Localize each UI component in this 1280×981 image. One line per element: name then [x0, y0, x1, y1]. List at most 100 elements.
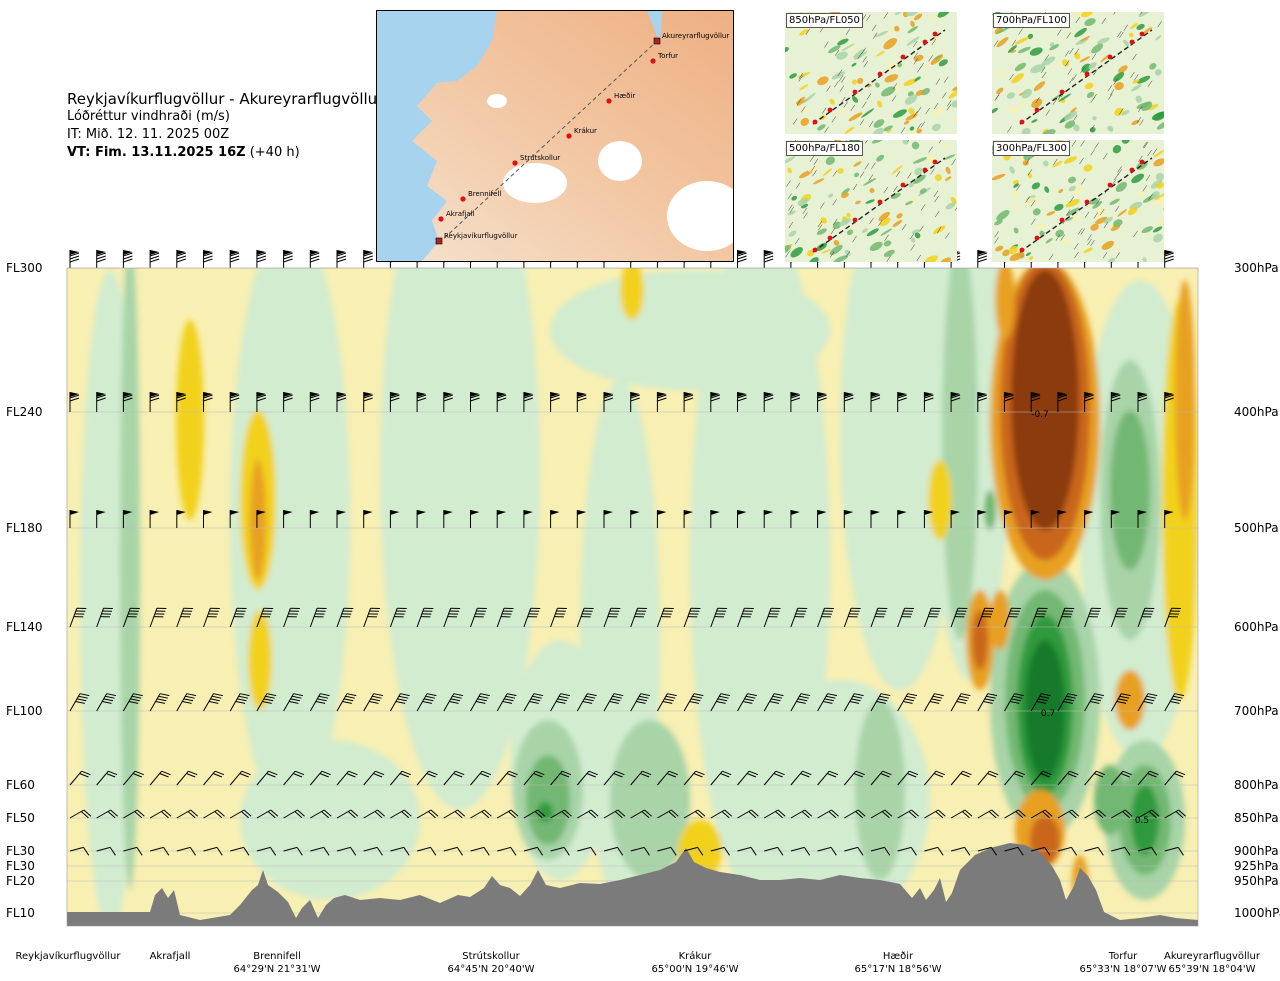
wind-barb — [176, 770, 198, 786]
contour-blob — [928, 460, 952, 540]
wind-barb — [336, 250, 347, 268]
wind-barb — [737, 770, 759, 786]
wind-barb — [656, 392, 667, 412]
route-line — [438, 40, 658, 244]
wind-barb — [1030, 770, 1052, 786]
wind-barb — [122, 607, 140, 628]
wind-barb — [950, 392, 961, 412]
location-label: Hæðir 65°17'N 18°56'W — [838, 950, 958, 976]
wind-barb — [897, 392, 907, 412]
wind-barb — [790, 392, 801, 412]
wind-barb — [1031, 846, 1051, 856]
wind-barb — [390, 809, 412, 819]
route-map-drawing: Akureyrarflugvöllur Torfur Hæðir Krákur Strú… — [377, 11, 733, 261]
wind-barb — [843, 693, 864, 712]
wind-barb — [550, 770, 572, 786]
wind-barb — [1057, 770, 1079, 786]
wind-barb — [977, 770, 999, 786]
wind-barb — [523, 809, 546, 819]
wind-barb — [977, 392, 987, 412]
airport-marker — [653, 37, 661, 45]
wind-barb — [1164, 770, 1186, 786]
wind-barb — [363, 809, 385, 819]
wind-barb — [496, 392, 507, 412]
wind-barb — [710, 693, 731, 712]
wind-barb — [122, 250, 133, 268]
wind-barb — [176, 809, 199, 819]
wind-barb — [283, 250, 293, 268]
wind-barb — [1164, 510, 1174, 528]
wind-barb — [1164, 392, 1174, 412]
location-label: Akrafjall — [110, 950, 230, 963]
contour-blob — [380, 268, 540, 810]
wind-barb — [550, 392, 560, 412]
wind-barbs — [69, 392, 1186, 856]
valid-time-offset: (+40 h) — [249, 145, 300, 160]
wind-barb — [256, 846, 277, 856]
contour-blob — [240, 740, 420, 900]
location-coordinate: 64°29'N 21°31'W — [233, 964, 321, 975]
wind-barb — [790, 510, 800, 528]
wind-barb — [203, 510, 213, 528]
wind-barb — [950, 846, 971, 856]
wind-barb — [576, 510, 587, 528]
waypoint-marker — [606, 98, 612, 104]
wind-barb — [122, 693, 143, 712]
wind-barb — [229, 770, 251, 786]
contour-value-label: 0.7 — [1041, 709, 1055, 719]
wind-barb — [897, 846, 917, 856]
map-glacier-1 — [503, 163, 567, 203]
wind-barb — [977, 846, 997, 856]
wind-barb — [683, 809, 706, 819]
inset-500hpa-label: 500hPa/FL180 — [786, 141, 863, 156]
wind-barb — [389, 693, 410, 712]
wind-barb — [69, 250, 80, 268]
wind-barb — [1030, 809, 1053, 819]
route-waypoints: Akureyrarflugvöllur Torfur Hæðir Krákur Strú… — [435, 32, 729, 245]
wind-barb — [149, 607, 167, 628]
wind-barb — [523, 607, 541, 628]
wind-barb — [256, 510, 266, 528]
wind-barb — [630, 770, 652, 786]
wind-barb — [176, 250, 186, 268]
wind-barb — [897, 607, 915, 628]
flight-level-label: FL140 — [6, 620, 43, 634]
wind-barb — [844, 846, 864, 856]
wind-barb — [283, 846, 303, 856]
wind-barb — [390, 770, 411, 786]
wind-barb — [1004, 607, 1021, 628]
wind-barb — [576, 770, 598, 786]
location-name: Brennifell — [253, 951, 301, 962]
wind-barb — [923, 510, 934, 528]
wind-barb — [977, 607, 995, 628]
wind-barb — [309, 693, 330, 712]
wind-barb — [1004, 392, 1014, 412]
wind-barb — [96, 809, 118, 819]
wind-barb — [69, 392, 80, 412]
inset-300hpa-map — [992, 140, 1164, 262]
wind-barb — [443, 809, 466, 819]
contour-blob — [176, 320, 204, 520]
wind-barb — [1110, 770, 1132, 786]
wind-barb — [149, 250, 160, 268]
wind-barb — [256, 809, 279, 819]
terrain-profile — [67, 843, 1198, 926]
contour-blob — [120, 268, 140, 890]
location-name: Akureyrarflugvöllur — [1163, 951, 1260, 962]
wind-barb — [149, 809, 172, 819]
wind-barb — [283, 770, 305, 786]
waypoint-label: Brennifell — [468, 190, 501, 198]
contour-blob — [1110, 410, 1150, 570]
location-name: Hæðir — [882, 951, 914, 962]
wind-barb — [550, 607, 567, 628]
wind-barb — [229, 693, 250, 712]
wind-barb — [656, 510, 667, 528]
wind-barb — [656, 693, 677, 712]
wind-barb — [923, 392, 934, 412]
location-name: Krákur — [678, 951, 712, 962]
wind-barb — [1137, 693, 1158, 712]
map-glacier-4 — [487, 94, 507, 108]
wind-barb — [1164, 250, 1174, 268]
wind-barb — [1057, 846, 1078, 856]
wind-barb — [977, 250, 987, 268]
